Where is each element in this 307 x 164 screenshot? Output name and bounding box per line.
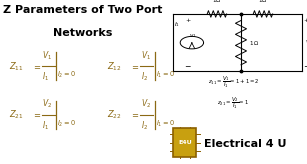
Text: $1\,\Omega$: $1\,\Omega$	[249, 39, 259, 47]
Text: $1\Omega$: $1\Omega$	[212, 0, 222, 4]
Text: $V_1$: $V_1$	[141, 50, 151, 62]
Text: $V_2$: $V_2$	[141, 98, 151, 110]
Text: $V_2$: $V_2$	[42, 98, 52, 110]
Text: $z_{11}=\dfrac{V_1}{I_1}=1+1=2$: $z_{11}=\dfrac{V_1}{I_1}=1+1=2$	[208, 74, 259, 90]
Text: $I_2 = 0$: $I_2 = 0$	[57, 119, 76, 129]
Text: $+$: $+$	[185, 17, 192, 24]
Text: $V_1$: $V_1$	[42, 50, 52, 62]
Text: $+$: $+$	[303, 17, 307, 24]
FancyBboxPatch shape	[173, 128, 196, 157]
Text: $Z_{11}$: $Z_{11}$	[9, 60, 24, 73]
Text: E4U: E4U	[178, 140, 192, 145]
Text: $1\Omega$: $1\Omega$	[258, 0, 268, 4]
Text: $-$: $-$	[303, 60, 307, 69]
Text: $v_1$: $v_1$	[189, 32, 196, 40]
Text: Electrical 4 U: Electrical 4 U	[204, 139, 287, 149]
Text: Networks: Networks	[53, 28, 113, 38]
Text: $V_2$: $V_2$	[305, 38, 307, 47]
Text: $=$: $=$	[32, 110, 42, 119]
Text: $I_2$: $I_2$	[141, 119, 148, 132]
Text: $I_1$: $I_1$	[42, 119, 49, 132]
Text: $I_2$: $I_2$	[141, 71, 148, 83]
Text: $-$: $-$	[185, 60, 192, 69]
Text: $I_1$: $I_1$	[42, 71, 49, 83]
Text: $Z_{12}$: $Z_{12}$	[107, 60, 122, 73]
Text: $Z_{22}$: $Z_{22}$	[107, 109, 122, 121]
Text: $I_1 = 0$: $I_1 = 0$	[156, 119, 175, 129]
Text: $I_2 = 0$: $I_2 = 0$	[57, 70, 76, 80]
Text: $Z_{21}$: $Z_{21}$	[9, 109, 24, 121]
Text: $=$: $=$	[32, 62, 42, 71]
Text: $z_{21}=\dfrac{V_2}{I_1}=1$: $z_{21}=\dfrac{V_2}{I_1}=1$	[217, 96, 249, 111]
Text: $=$: $=$	[130, 110, 140, 119]
Text: $=$: $=$	[130, 62, 140, 71]
Text: $I_1$: $I_1$	[174, 20, 180, 29]
Text: Z Parameters of Two Port: Z Parameters of Two Port	[3, 5, 163, 15]
Text: $I_1 = 0$: $I_1 = 0$	[156, 70, 175, 80]
